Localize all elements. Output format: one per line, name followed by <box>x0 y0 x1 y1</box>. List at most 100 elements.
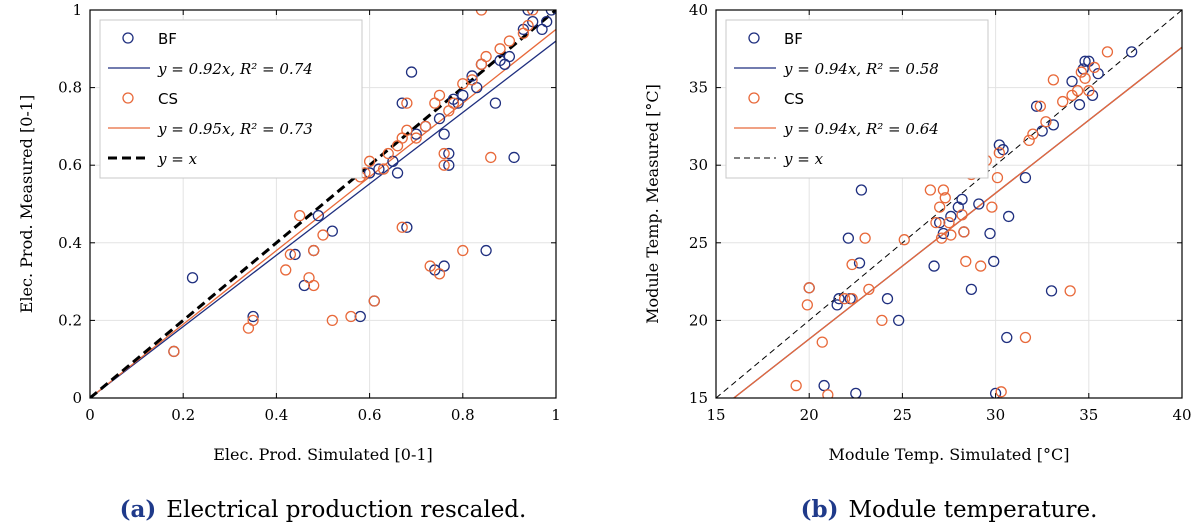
chart-b: 15 20 25 30 35 40 15 20 25 30 35 40 Module Temp. Sim… <box>643 1 1192 523</box>
point-cs <box>863 283 875 296</box>
legend-label: y = 0.95x, R² = 0.73 <box>157 120 313 138</box>
y-tick-label: 0.6 <box>58 156 82 174</box>
point-cs <box>958 226 970 238</box>
y-tick-label: 20 <box>689 311 708 329</box>
point-bf <box>1079 55 1091 67</box>
point-cs <box>466 74 478 86</box>
point-bf <box>480 244 492 257</box>
x-axis-label: Module Temp. Simulated [°C] <box>829 445 1070 464</box>
point-cs <box>1088 61 1101 74</box>
y-tick-label: 40 <box>689 1 708 19</box>
point-bf <box>438 128 450 140</box>
point-cs <box>803 282 815 294</box>
point-bf <box>363 167 376 179</box>
point-cs <box>1027 128 1039 140</box>
point-cs <box>1034 100 1046 112</box>
y-tick-label: 0.2 <box>58 311 82 329</box>
x-tick-label: 20 <box>800 406 819 424</box>
point-cs <box>522 19 534 32</box>
caption-text: Electrical production rescaled. <box>166 497 526 523</box>
point-bf <box>973 198 985 210</box>
point-bf <box>1066 75 1078 88</box>
point-cs <box>1023 134 1035 147</box>
point-cs <box>377 163 390 175</box>
point-bf <box>405 66 418 78</box>
point-cs <box>1064 285 1076 297</box>
y-tick-label: 35 <box>689 79 708 97</box>
point-cs <box>1071 85 1084 97</box>
point-bf <box>988 255 1000 268</box>
point-bf <box>326 225 338 237</box>
point-bf <box>289 248 301 261</box>
point-bf <box>842 232 854 244</box>
y-tick-label: 1 <box>72 1 82 19</box>
legend-label: y = 0.94x, R² = 0.58 <box>783 60 939 78</box>
x-tick-label: 25 <box>893 406 912 424</box>
point-cs <box>1083 85 1095 97</box>
point-bf <box>1092 67 1104 80</box>
y-tick-label: 0.8 <box>58 79 82 97</box>
identity-line <box>716 10 1182 398</box>
point-bf <box>433 112 446 125</box>
caption-tag: (b) <box>801 496 839 523</box>
legend-marker <box>748 32 760 44</box>
plot-area <box>90 10 556 398</box>
point-cs <box>790 379 802 392</box>
point-cs <box>345 310 357 323</box>
point-cs <box>457 244 469 257</box>
legend-label: BF <box>158 30 177 48</box>
point-bf <box>833 293 845 305</box>
point-bf <box>934 216 946 229</box>
point-cs <box>876 314 888 327</box>
point-cs <box>284 248 297 261</box>
point-bf <box>1030 100 1043 112</box>
y-tick-label: 30 <box>689 156 708 174</box>
point-bf <box>401 221 413 233</box>
point-cs <box>945 229 957 241</box>
y-tick-label: 0.4 <box>58 234 82 252</box>
point-cs <box>1040 116 1052 128</box>
fit-line-cs <box>732 46 1182 398</box>
point-cs <box>991 171 1004 184</box>
point-cs <box>410 132 422 144</box>
point-cs <box>485 151 497 164</box>
y-axis-label: Elec. Prod. Measured [0-1] <box>17 95 36 313</box>
point-bf <box>945 210 957 223</box>
point-cs <box>433 268 446 280</box>
point-cs <box>447 97 460 109</box>
point-cs <box>247 314 259 327</box>
legend-label: y = x <box>157 150 198 168</box>
fit-line-bf <box>90 40 556 398</box>
point-cs <box>363 155 376 167</box>
point-bf <box>853 257 866 269</box>
point-cs <box>816 336 828 348</box>
plot-frame <box>89 9 557 399</box>
point-bf <box>396 97 408 109</box>
point-cs <box>846 293 858 305</box>
point-cs <box>317 229 329 241</box>
x-tick-label: 1 <box>551 406 561 424</box>
point-bf <box>984 227 996 240</box>
point-cs <box>993 147 1005 159</box>
y-axis-label: Module Temp. Measured [°C] <box>643 84 662 324</box>
point-cs <box>1019 331 1032 344</box>
point-bf <box>1001 331 1013 344</box>
point-cs <box>943 216 955 229</box>
point-bf <box>831 299 843 311</box>
legend-label: y = 0.94x, R² = 0.64 <box>783 120 939 138</box>
y-tick-label: 25 <box>689 234 708 252</box>
point-cs <box>1075 66 1087 78</box>
point-bf <box>443 147 455 160</box>
point-bf <box>1045 285 1058 297</box>
point-bf <box>855 184 868 196</box>
x-tick-label: 0.4 <box>264 406 288 424</box>
point-cs <box>859 232 871 244</box>
point-bf <box>410 128 422 140</box>
point-cs <box>956 209 968 221</box>
legend-label: CS <box>784 90 804 108</box>
x-tick-label: 0.8 <box>451 406 475 424</box>
x-tick-label: 0.2 <box>171 406 195 424</box>
point-bf <box>989 387 1002 398</box>
identity-line <box>90 10 556 398</box>
